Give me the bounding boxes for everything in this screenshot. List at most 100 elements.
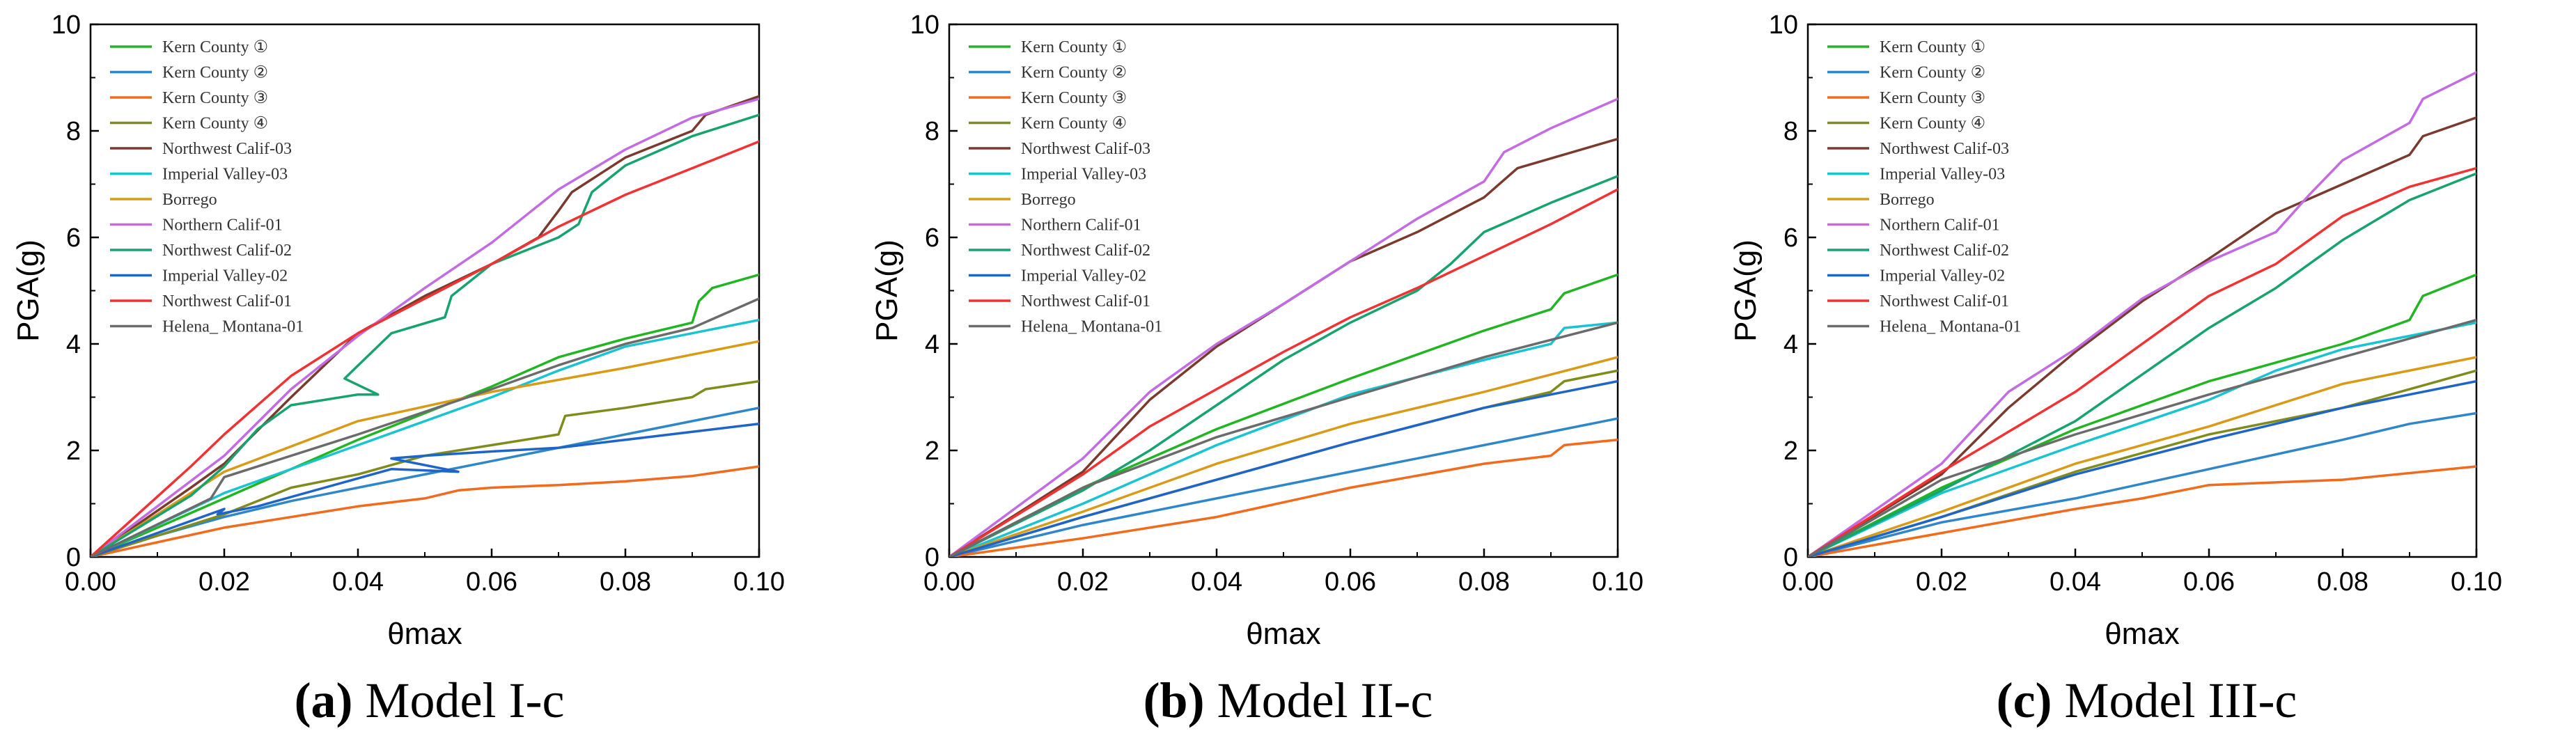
x-tick-label: 0.08	[600, 567, 651, 597]
series-line-imperial-valley-03	[91, 318, 759, 557]
series-line-helena-montana-01	[1808, 318, 2476, 557]
y-tick-label: 4	[925, 330, 939, 359]
y-tick-label: 0	[1783, 543, 1798, 572]
x-tick-label: 0.02	[1057, 567, 1109, 597]
y-axis-label: PGA(g)	[1728, 239, 1763, 342]
chart-panel-a: 0.00 0.02 0.04 0.06 0.08 0.10 0 2 4 6 8 10 θmax PGA(g…	[0, 0, 859, 747]
legend-label: Kern County ②	[1880, 64, 1985, 82]
y-tick-label: 10	[910, 10, 939, 40]
x-tick-label: 0.04	[332, 567, 384, 597]
y-tick-label: 8	[1783, 117, 1798, 146]
x-tick-label: 0.04	[2050, 567, 2101, 597]
series-line-northern-calif-01	[1808, 71, 2476, 557]
x-tick-label: 0.00	[65, 567, 116, 597]
caption-letter-b: (b)	[1143, 673, 1205, 728]
x-tick-label: 0.10	[2451, 567, 2502, 597]
legend-label: Northwest Calif-02	[1021, 242, 1150, 260]
legend-label: Imperial Valley-03	[1880, 166, 2005, 184]
legend-label: Helena_ Montana-01	[1880, 318, 2021, 336]
series-line-northwest-calif-01	[91, 140, 759, 557]
series-line-imperial-valley-02	[91, 423, 759, 557]
y-tick-label: 8	[66, 117, 81, 146]
x-axis-label: θmax	[1246, 617, 1321, 651]
series-line-kern-county-	[91, 379, 759, 557]
caption-text-a: Model I-c	[352, 673, 565, 728]
series-line-northwest-calif-01	[949, 188, 1618, 557]
legend-label: Kern County ①	[162, 38, 268, 56]
caption-letter-a: (a)	[294, 673, 353, 728]
legend-label: Northwest Calif-02	[1880, 242, 2009, 260]
caption-text-b: Model II-c	[1204, 673, 1433, 728]
legend-label: Kern County ④	[1021, 115, 1127, 133]
y-tick-label: 0	[925, 543, 939, 572]
legend-label: Northern Calif-01	[1021, 217, 1141, 235]
x-tick-label: 0.08	[2317, 567, 2368, 597]
x-tick-label: 0.02	[1916, 567, 1967, 597]
series-line-northwest-calif-02	[949, 175, 1618, 557]
series-line-northern-calif-01	[91, 97, 759, 557]
series-line-imperial-valley-02	[1808, 379, 2476, 557]
legend-label: Helena_ Montana-01	[1021, 318, 1162, 336]
legend-label: Northern Calif-01	[162, 217, 283, 235]
y-tick-label: 2	[66, 437, 81, 466]
chart-caption-b: (b) Model II-c	[859, 672, 1717, 730]
legend-label: Borrego	[162, 191, 217, 209]
series-line-imperial-valley-03	[1808, 321, 2476, 557]
chart-svg-b: 0.00 0.02 0.04 0.06 0.08 0.10 0 2 4 6 8 10 θmax PGA(g…	[870, 10, 1644, 651]
series-line-kern-county-	[1808, 369, 2476, 557]
series-line-northwest-calif-01	[1808, 166, 2476, 557]
legend-label: Imperial Valley-02	[1880, 267, 2005, 285]
y-tick-label: 4	[66, 330, 81, 359]
x-axis-label: θmax	[387, 617, 462, 651]
chart-svg-a: 0.00 0.02 0.04 0.06 0.08 0.10 0 2 4 6 8 10 θmax PGA(g…	[11, 10, 785, 651]
series-line-northwest-calif-02	[91, 113, 759, 557]
x-tick-label: 0.10	[733, 567, 785, 597]
legend-label: Kern County ②	[162, 64, 268, 82]
caption-letter-c: (c)	[1996, 673, 2052, 728]
legend-label: Northwest Calif-01	[1021, 292, 1150, 310]
y-tick-label: 8	[925, 117, 939, 146]
legend-label: Kern County ③	[162, 89, 268, 107]
series-line-borrego	[949, 356, 1618, 557]
series-line-helena-montana-01	[91, 297, 759, 557]
x-tick-label: 0.06	[2183, 567, 2235, 597]
chart-caption-a: (a) Model I-c	[0, 672, 859, 730]
legend-label: Northwest Calif-03	[162, 140, 292, 158]
chart-caption-c: (c) Model III-c	[1717, 672, 2576, 730]
series-line-borrego	[1808, 356, 2476, 557]
x-tick-label: 0.06	[1325, 567, 1376, 597]
legend-label: Kern County ③	[1880, 89, 1985, 107]
x-tick-label: 0.02	[198, 567, 250, 597]
legend-label: Helena_ Montana-01	[162, 318, 304, 336]
legend-label: Northwest Calif-01	[1880, 292, 2009, 310]
series-line-kern-county-	[91, 407, 759, 557]
legend-label: Northwest Calif-03	[1021, 140, 1150, 158]
legend-label: Northwest Calif-03	[1880, 140, 2009, 158]
legend-label: Imperial Valley-03	[162, 166, 288, 184]
legend-label: Kern County ②	[1021, 64, 1127, 82]
series-line-northwest-calif-03	[1808, 116, 2476, 557]
y-tick-label: 4	[1783, 330, 1798, 359]
y-tick-label: 10	[52, 10, 81, 40]
series-line-kern-county-	[1808, 411, 2476, 557]
legend-label: Northwest Calif-01	[162, 292, 292, 310]
x-tick-label: 0.00	[923, 567, 975, 597]
chart-svg-c: 0.00 0.02 0.04 0.06 0.08 0.10 0 2 4 6 8 10 θmax PGA(g…	[1728, 10, 2502, 651]
series-line-imperial-valley-02	[949, 379, 1618, 557]
legend-label: Borrego	[1880, 191, 1935, 209]
legend-label: Kern County ①	[1880, 38, 1985, 56]
y-axis-label: PGA(g)	[870, 239, 904, 342]
y-axis-label: PGA(g)	[11, 239, 45, 342]
legend-label: Kern County ④	[1880, 115, 1985, 133]
x-tick-label: 0.10	[1592, 567, 1644, 597]
x-tick-label: 0.08	[1458, 567, 1510, 597]
x-tick-label: 0.06	[466, 567, 517, 597]
series-line-kern-county-	[949, 417, 1618, 557]
chart-panel-c: 0.00 0.02 0.04 0.06 0.08 0.10 0 2 4 6 8 10 θmax PGA(g…	[1717, 0, 2576, 747]
series-line-helena-montana-01	[949, 321, 1618, 557]
series-line-kern-county-	[1808, 273, 2476, 557]
y-tick-label: 6	[925, 223, 939, 253]
series-line-kern-county-	[949, 369, 1618, 557]
y-tick-label: 2	[925, 437, 939, 466]
series-line-kern-county-	[91, 465, 759, 557]
